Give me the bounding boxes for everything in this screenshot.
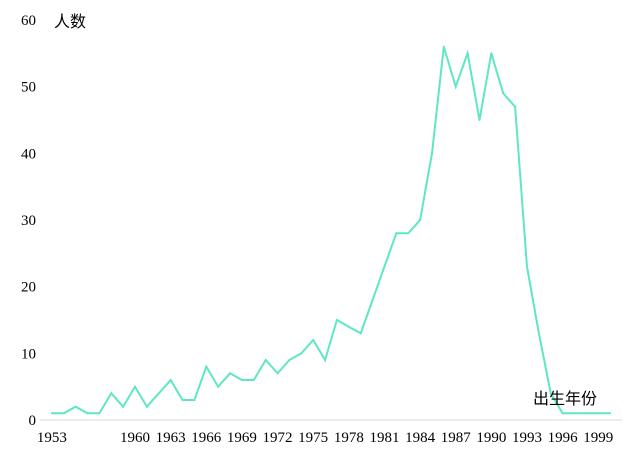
data-point [205,365,208,368]
data-point [300,352,303,355]
data-point [62,412,65,415]
data-point [229,372,231,375]
data-point [549,392,552,395]
data-point [288,359,291,361]
data-point [50,412,53,415]
data-point [98,412,101,415]
data-point [181,399,184,401]
data-point [312,339,315,341]
data-point [454,85,457,88]
data-point [122,405,125,408]
series-line [51,46,611,415]
x-axis: 1953 1960 1963 1966 1969 1972 1975 1978 1981 1984… [37,419,622,446]
x-tick-label: 1996 [548,430,579,446]
data-point [347,325,350,328]
y-tick-label: 20 [21,280,36,296]
y-tick-label: 10 [21,346,36,362]
data-point [169,379,172,381]
data-point [110,392,113,395]
data-point [383,265,386,268]
data-point [276,372,279,375]
x-tick-label: 1969 [227,430,257,446]
data-point [490,52,493,55]
data-point [395,232,398,235]
x-tick-label: 1990 [476,430,506,446]
data-point [561,412,564,415]
y-tick-label: 50 [21,80,36,96]
x-tick-label: 1953 [37,430,67,446]
data-point [145,405,148,408]
data-point [359,332,362,335]
data-point [134,385,136,388]
data-point [193,399,196,401]
x-tick-label: 1993 [512,430,542,446]
x-tick-label: 1963 [156,430,186,446]
data-point [514,105,517,108]
y-tick-label: 60 [21,13,36,29]
data-point [526,265,528,268]
data-point [252,379,255,381]
data-point [537,332,540,335]
x-axis-title: 出生年份 [533,389,597,408]
data-point [86,412,89,415]
data-point [335,319,338,321]
x-tick-label: 1984 [405,430,436,446]
data-point [324,359,327,361]
data-point [157,392,160,395]
data-point [264,359,267,361]
data-point [609,412,612,415]
x-tick-label: 1999 [583,430,613,446]
data-point [466,52,469,55]
x-tick-label: 1987 [441,430,472,446]
data-point [217,385,220,388]
x-tick-label: 1960 [120,430,150,446]
x-tick-label: 1972 [263,430,293,446]
data-point [419,219,422,221]
data-point [573,412,576,415]
x-tick-label: 1966 [191,430,222,446]
plot-area [50,45,612,415]
x-tick-label: 1975 [298,430,328,446]
x-tick-label: 1981 [369,430,399,446]
data-point [502,92,505,95]
data-point [74,405,77,408]
y-axis: 0 10 20 30 40 50 60 [21,13,36,429]
data-point [240,379,243,381]
data-point [478,119,481,121]
data-point [431,152,433,155]
data-point [442,45,445,48]
y-tick-label: 40 [21,146,36,162]
y-tick-label: 0 [29,413,37,429]
data-point [597,412,600,415]
x-tick-label: 1978 [334,430,364,446]
y-tick-label: 30 [21,213,36,229]
data-point [371,299,374,301]
data-point [407,232,410,235]
y-axis-title: 人数 [54,12,86,31]
data-point [585,412,588,415]
